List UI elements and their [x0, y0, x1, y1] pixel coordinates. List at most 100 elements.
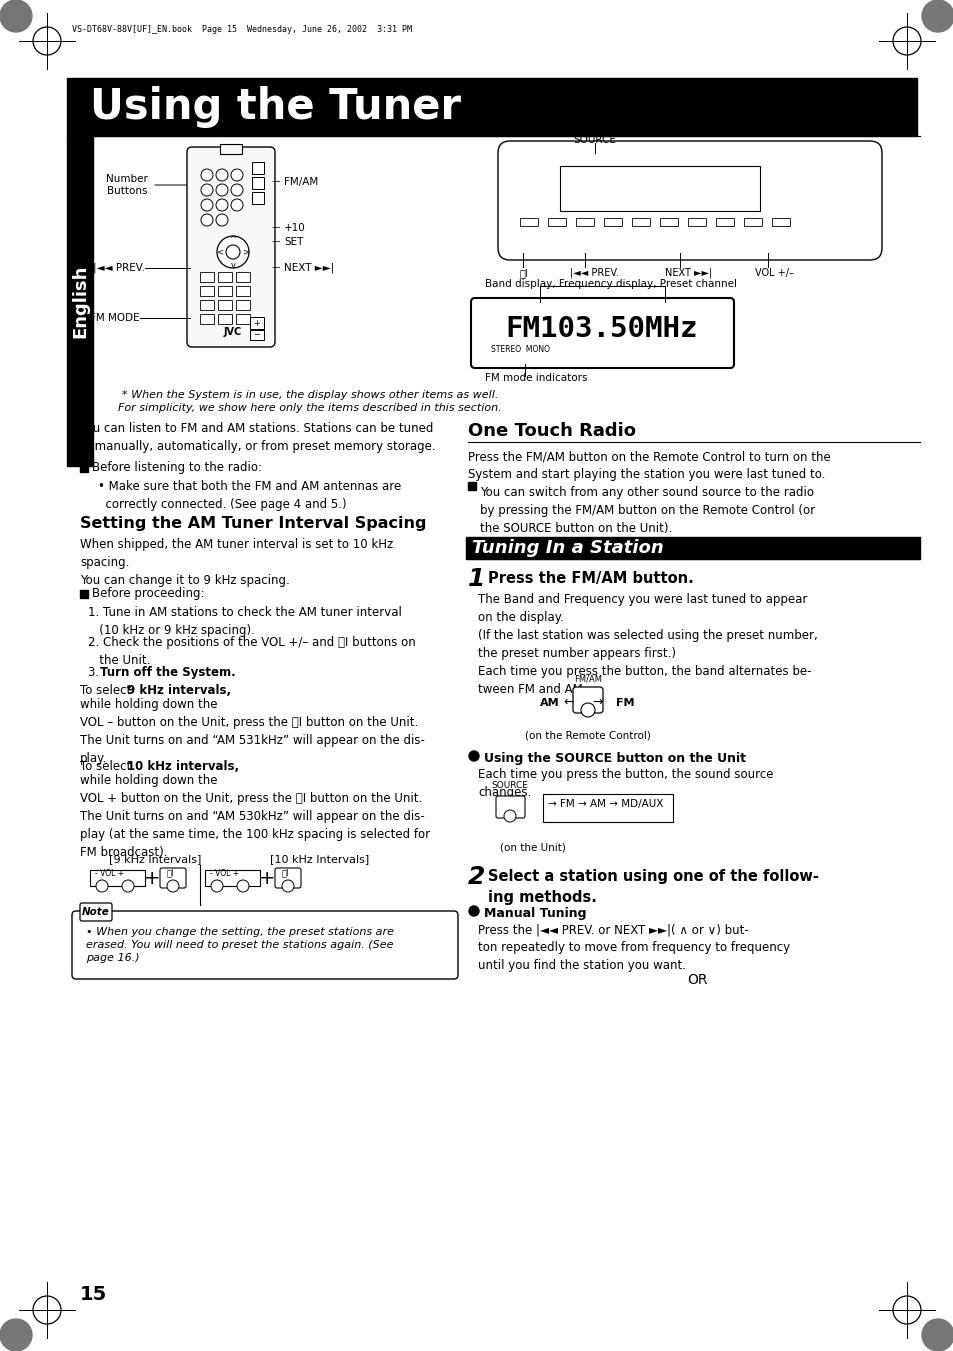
- Text: Tuning In a Station: Tuning In a Station: [472, 539, 663, 557]
- Text: −: −: [253, 331, 260, 339]
- Text: • When you change the setting, the preset stations are
erased. You will need to : • When you change the setting, the prese…: [86, 927, 394, 963]
- Text: →: →: [593, 697, 607, 709]
- Text: • Make sure that both the FM and AM antennas are
  correctly connected. (See pag: • Make sure that both the FM and AM ante…: [98, 480, 401, 511]
- Text: Before proceeding:: Before proceeding:: [91, 588, 204, 600]
- Circle shape: [282, 880, 294, 892]
- Bar: [603, 218, 621, 226]
- Circle shape: [231, 169, 243, 181]
- Bar: [250, 330, 264, 340]
- Bar: [743, 218, 761, 226]
- Text: Band display, Frequency display, Preset channel: Band display, Frequency display, Preset …: [484, 280, 737, 289]
- Text: SET: SET: [284, 236, 303, 247]
- Text: 10 kHz intervals,: 10 kHz intervals,: [127, 761, 239, 773]
- Bar: [235, 272, 250, 282]
- Circle shape: [503, 811, 516, 821]
- FancyBboxPatch shape: [496, 796, 524, 817]
- Bar: [235, 286, 250, 296]
- Text: → FM → AM → MD/AUX: → FM → AM → MD/AUX: [547, 798, 662, 809]
- Text: —: —: [272, 223, 280, 232]
- FancyBboxPatch shape: [497, 141, 882, 259]
- Circle shape: [469, 907, 478, 916]
- Text: Select a station using one of the follow-
ing methods.: Select a station using one of the follow…: [488, 869, 818, 905]
- Text: —: —: [272, 263, 280, 273]
- Text: AM: AM: [539, 698, 559, 708]
- Bar: [771, 218, 789, 226]
- Text: [9 kHz Intervals]: [9 kHz Intervals]: [109, 854, 201, 865]
- Bar: [200, 300, 213, 309]
- Bar: [218, 313, 232, 324]
- Text: English: English: [71, 265, 89, 338]
- Bar: [235, 313, 250, 324]
- Bar: [90, 870, 145, 886]
- Text: NEXT ►►|: NEXT ►►|: [664, 267, 712, 278]
- FancyBboxPatch shape: [471, 299, 733, 367]
- Circle shape: [580, 703, 595, 717]
- Bar: [220, 145, 242, 154]
- Circle shape: [215, 213, 228, 226]
- Text: 2: 2: [468, 865, 485, 889]
- Text: Manual Tuning: Manual Tuning: [483, 907, 586, 920]
- Bar: [468, 482, 476, 490]
- Text: ⏻I: ⏻I: [282, 869, 289, 878]
- Text: When shipped, the AM tuner interval is set to 10 kHz
spacing.
You can change it : When shipped, the AM tuner interval is s…: [80, 538, 393, 586]
- Text: |◄◄ PREV.: |◄◄ PREV.: [569, 267, 618, 278]
- Text: You can listen to FM and AM stations. Stations can be tuned
in manually, automat: You can listen to FM and AM stations. St…: [80, 422, 436, 453]
- Text: * When the System is in use, the display shows other items as well.: * When the System is in use, the display…: [122, 390, 497, 400]
- Bar: [465, 536, 919, 559]
- Text: OR: OR: [687, 973, 707, 988]
- Text: FM/AM: FM/AM: [574, 674, 601, 684]
- Bar: [250, 317, 264, 330]
- Text: VOL +/–: VOL +/–: [754, 267, 793, 278]
- Bar: [559, 166, 760, 211]
- Text: |◄◄ PREV.: |◄◄ PREV.: [93, 262, 145, 273]
- Circle shape: [215, 199, 228, 211]
- Bar: [235, 300, 250, 309]
- Circle shape: [231, 184, 243, 196]
- Circle shape: [201, 169, 213, 181]
- Bar: [218, 300, 232, 309]
- Circle shape: [469, 751, 478, 761]
- Circle shape: [96, 880, 108, 892]
- Text: 1: 1: [468, 567, 485, 590]
- Text: For simplicity, we show here only the items described in this section.: For simplicity, we show here only the it…: [118, 403, 501, 413]
- Text: ⏻I: ⏻I: [519, 267, 528, 278]
- Text: +: +: [258, 869, 275, 888]
- Text: FM mode indicators: FM mode indicators: [484, 373, 587, 382]
- Bar: [67, 78, 916, 136]
- Text: Setting the AM Tuner Interval Spacing: Setting the AM Tuner Interval Spacing: [80, 516, 426, 531]
- Circle shape: [231, 199, 243, 211]
- Circle shape: [216, 236, 249, 267]
- Circle shape: [921, 0, 953, 32]
- Bar: [218, 272, 232, 282]
- Bar: [205, 870, 260, 886]
- Text: STEREO  MONO: STEREO MONO: [491, 346, 550, 354]
- Text: 3.: 3.: [88, 666, 103, 680]
- Text: - VOL +: - VOL +: [95, 869, 124, 878]
- FancyBboxPatch shape: [160, 867, 186, 888]
- Text: +: +: [253, 319, 260, 327]
- Text: Press the FM/AM button.: Press the FM/AM button.: [488, 571, 693, 586]
- Bar: [200, 286, 213, 296]
- Circle shape: [0, 0, 32, 32]
- Bar: [252, 192, 264, 204]
- Text: SOURCE: SOURCE: [491, 781, 528, 790]
- Bar: [80, 463, 88, 471]
- Bar: [252, 162, 264, 174]
- Circle shape: [236, 880, 249, 892]
- Circle shape: [122, 880, 133, 892]
- FancyBboxPatch shape: [80, 902, 112, 921]
- Text: Using the SOURCE button on the Unit: Using the SOURCE button on the Unit: [483, 753, 745, 765]
- Bar: [200, 313, 213, 324]
- Text: —: —: [272, 177, 280, 186]
- Bar: [659, 218, 678, 226]
- Text: Note: Note: [82, 907, 110, 917]
- Bar: [542, 794, 672, 821]
- Text: Press the FM/AM button on the Remote Control to turn on the
System and start pla: Press the FM/AM button on the Remote Con…: [468, 450, 830, 481]
- Text: NEXT ►►|: NEXT ►►|: [284, 262, 334, 273]
- Circle shape: [201, 199, 213, 211]
- Text: [10 kHz Intervals]: [10 kHz Intervals]: [270, 854, 369, 865]
- FancyBboxPatch shape: [187, 147, 274, 347]
- Text: Before listening to the radio:: Before listening to the radio:: [91, 462, 262, 474]
- Text: <: <: [216, 247, 223, 257]
- Circle shape: [215, 184, 228, 196]
